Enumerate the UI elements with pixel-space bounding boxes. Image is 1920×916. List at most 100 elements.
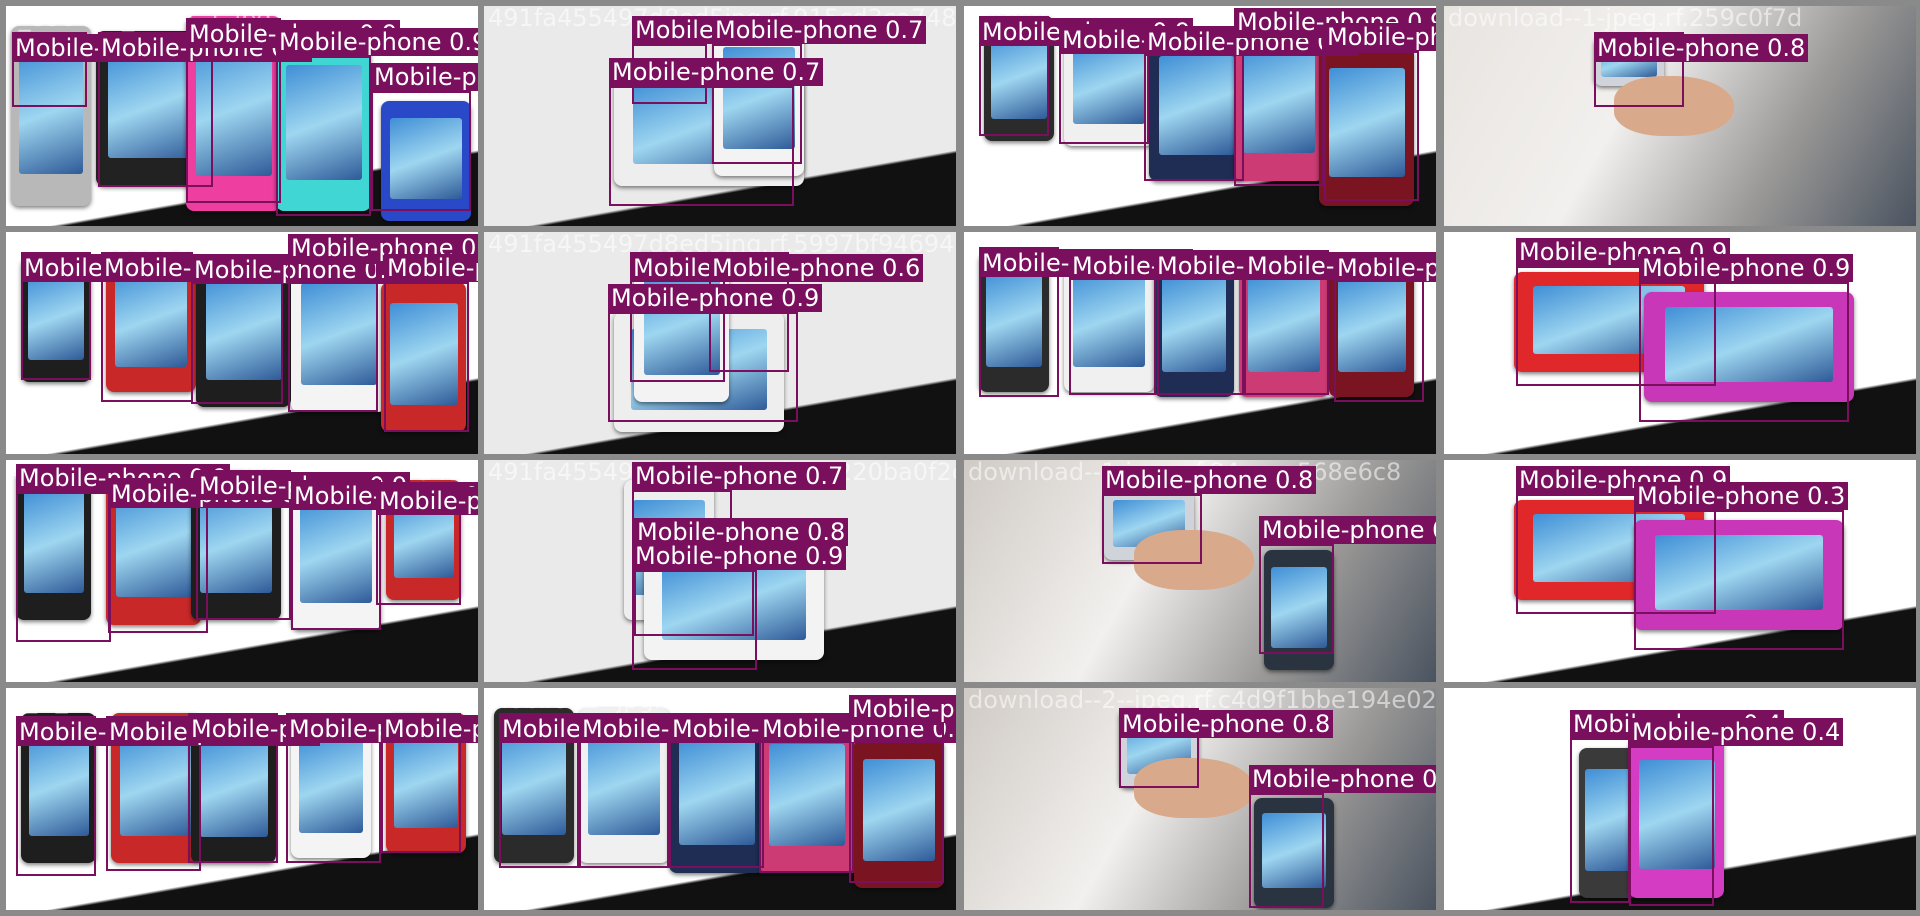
detection-label: Mobile-phone 0.9 bbox=[384, 254, 478, 282]
detection-box: Mobile-phone 0.9 bbox=[288, 234, 478, 412]
detection-label: Mobile-phone 0.9 bbox=[376, 487, 478, 515]
mosaic-tile: 4_rf_df0f1e13ce_4_jpg.rf.90dc0d9d491fa45… bbox=[6, 460, 478, 682]
mobile-phone-image bbox=[1149, 36, 1244, 181]
mobile-phone-image bbox=[276, 41, 371, 211]
phone-screen bbox=[1073, 42, 1145, 125]
detection-box: Mobile-phone 0.9 bbox=[16, 716, 231, 876]
phone-screen bbox=[1337, 276, 1406, 372]
detection-label: Mobile-phone 0.9 bbox=[276, 28, 478, 56]
detection-box: Mobile-phone 0.9 bbox=[21, 252, 236, 380]
mobile-phone-image bbox=[854, 738, 944, 888]
detection-label: Mobile-phone 0.9 bbox=[849, 695, 956, 723]
phone-screen bbox=[300, 283, 377, 385]
detection-box: Mobile-phone 0.9 bbox=[186, 18, 401, 203]
detection-box: Mobile-phone 0.9 bbox=[499, 713, 714, 868]
phone-screen bbox=[1585, 769, 1633, 871]
mosaic-tile: images--1-jpg.rf.11f3c1c57cee1Mobile-pho… bbox=[1444, 460, 1916, 682]
detection-box: Mobile-phone 0.9 bbox=[1639, 254, 1854, 422]
phone-screen bbox=[986, 271, 1042, 367]
detection-label: Mobile-phone 0.3 bbox=[1634, 482, 1849, 510]
detection-box: Mobile-phone 0.9 bbox=[632, 542, 847, 670]
detection-label: Mobile-phone 0.8 bbox=[1102, 466, 1317, 494]
detection-box: Mobile-phone 0.9 bbox=[1516, 238, 1731, 386]
phone-screen bbox=[200, 491, 272, 593]
detection-box: Mobile-phone 0.9 bbox=[1244, 250, 1436, 395]
detection-label: Mobile-phone 0.9 bbox=[1639, 254, 1854, 282]
mobile-phone-image bbox=[1319, 46, 1414, 206]
detection-box: Mobile-phone 0.9 bbox=[1069, 250, 1284, 395]
detection-box: Mobile-phone 0.6 bbox=[1259, 516, 1436, 654]
phone-screen bbox=[205, 278, 282, 380]
detection-box: Mobile-phone 0.9 bbox=[101, 252, 316, 402]
detection-label: Mobile-phone 0.7 bbox=[609, 58, 824, 86]
phone-screen bbox=[1262, 813, 1326, 889]
mobile-phone-image bbox=[1629, 738, 1724, 898]
phone-screen bbox=[28, 734, 89, 836]
phone-screen bbox=[107, 52, 200, 159]
phone-screen bbox=[23, 491, 84, 593]
phone-screen bbox=[1248, 276, 1320, 372]
detection-box: Mobile-phone 0.3 bbox=[1634, 482, 1849, 650]
tile-filename: Mobile--2--jpg.rf.5d9a9c2a2 bbox=[488, 688, 820, 714]
detection-label: Mobile-phone 0.6 bbox=[1249, 765, 1436, 793]
phone-screen bbox=[199, 738, 268, 837]
detection-box: Mobile-phone 0.9 bbox=[188, 713, 403, 863]
detection-box: Mobile-phone 0.7 bbox=[609, 58, 824, 206]
detection-box: Mobile-phone 0.9 bbox=[108, 478, 323, 633]
detection-label: Mobile-phone 0.6 bbox=[709, 254, 924, 282]
detection-box: Mobile-phone 0.8 bbox=[1102, 466, 1317, 564]
mobile-phone-image bbox=[381, 282, 466, 432]
phone-screen bbox=[394, 732, 458, 828]
mosaic-tile: 491fa455497d8ed5ing.rf.915cd3ca748Mobile… bbox=[484, 6, 956, 226]
detection-box: Mobile-phone 0.9 bbox=[979, 247, 1194, 397]
mobile-phone-image bbox=[291, 262, 386, 412]
detection-box: Mobile-phone 0.8 bbox=[634, 518, 849, 636]
mosaic-tile: download--1-jpeg.rf.84acee568e6c8Mobile-… bbox=[964, 460, 1436, 682]
mobile-phone-image bbox=[669, 718, 764, 873]
detection-box: Mobile-phone 0.9 bbox=[849, 695, 956, 883]
phone-screen bbox=[1328, 68, 1405, 178]
phone-screen bbox=[502, 729, 566, 836]
phone-screen bbox=[588, 729, 660, 836]
detection-label: Mobile-phone 0.9 bbox=[608, 284, 823, 312]
mobile-phone-image bbox=[1254, 798, 1334, 908]
detection-label: Mobile-phone 0.8 bbox=[1594, 34, 1809, 62]
mosaic-tile: 491fa455497d8ed5ing.rf.5997bf94694 Mobile… bbox=[484, 232, 956, 454]
hand-shape bbox=[1134, 758, 1254, 818]
detection-box: Mobile-phone 0.8 bbox=[1119, 708, 1334, 788]
detection-label: Mobile-phone 0.7 bbox=[712, 16, 927, 44]
detection-box: Mobile-phone 0.9 bbox=[1234, 8, 1436, 186]
phone-screen bbox=[115, 491, 192, 598]
detection-label: Mobile-phone 0.8 bbox=[634, 518, 849, 546]
mobile-phone-image bbox=[16, 470, 91, 620]
phone-screen bbox=[1665, 307, 1833, 383]
phone-screen bbox=[115, 271, 187, 367]
mosaic-tile: 4_rf_df0f1e13ce_4_jpg.rf.a2593d3baaf Mobi… bbox=[6, 688, 478, 910]
mobile-phone-image bbox=[381, 101, 471, 221]
mosaic-tile: 8575da8d2e_jpg.rf.5f50c4b261 Mobile-phone… bbox=[1444, 688, 1916, 910]
phone-screen bbox=[195, 43, 272, 176]
detection-box: Mobile-phone 0.9 bbox=[16, 464, 231, 642]
phone-screen bbox=[19, 51, 83, 174]
detection-label: Mobile-phone 0.7 bbox=[632, 462, 847, 490]
detection-box: Mobile-phone 0.7 bbox=[712, 16, 927, 164]
mobile-phone-image bbox=[1644, 292, 1854, 402]
detection-box: Mobile-phone 0.9 bbox=[286, 713, 478, 863]
phone-screen bbox=[991, 33, 1047, 119]
tile-filename: download--1-jpeg.rf.259c0f7d bbox=[1448, 6, 1803, 32]
mobile-phone-image bbox=[714, 26, 804, 176]
mosaic-tile: download--1-jpeg.rf.259c0f7d Mobile-phone… bbox=[1444, 6, 1916, 226]
detection-label: Mobile-phone 0.9 bbox=[371, 63, 478, 91]
phone-screen bbox=[1162, 276, 1226, 372]
detection-box: Mobile-phone 0.9 bbox=[669, 713, 884, 868]
phone-screen bbox=[300, 501, 372, 603]
phone-screen bbox=[299, 737, 363, 833]
mobile-phone-image bbox=[1634, 520, 1844, 630]
detection-box: Mobile-phone 0.9 bbox=[106, 716, 321, 871]
detection-box: Mobile-phone 0.9 bbox=[384, 254, 478, 432]
detection-label: Mobile-phone 0.9 bbox=[1516, 238, 1731, 266]
phone-screen bbox=[678, 739, 755, 846]
detection-box: Mobile-phone 0.9 bbox=[291, 480, 478, 630]
detection-box: Mobile-phone 0.9 bbox=[12, 32, 227, 107]
mobile-phone-image bbox=[1264, 550, 1334, 670]
